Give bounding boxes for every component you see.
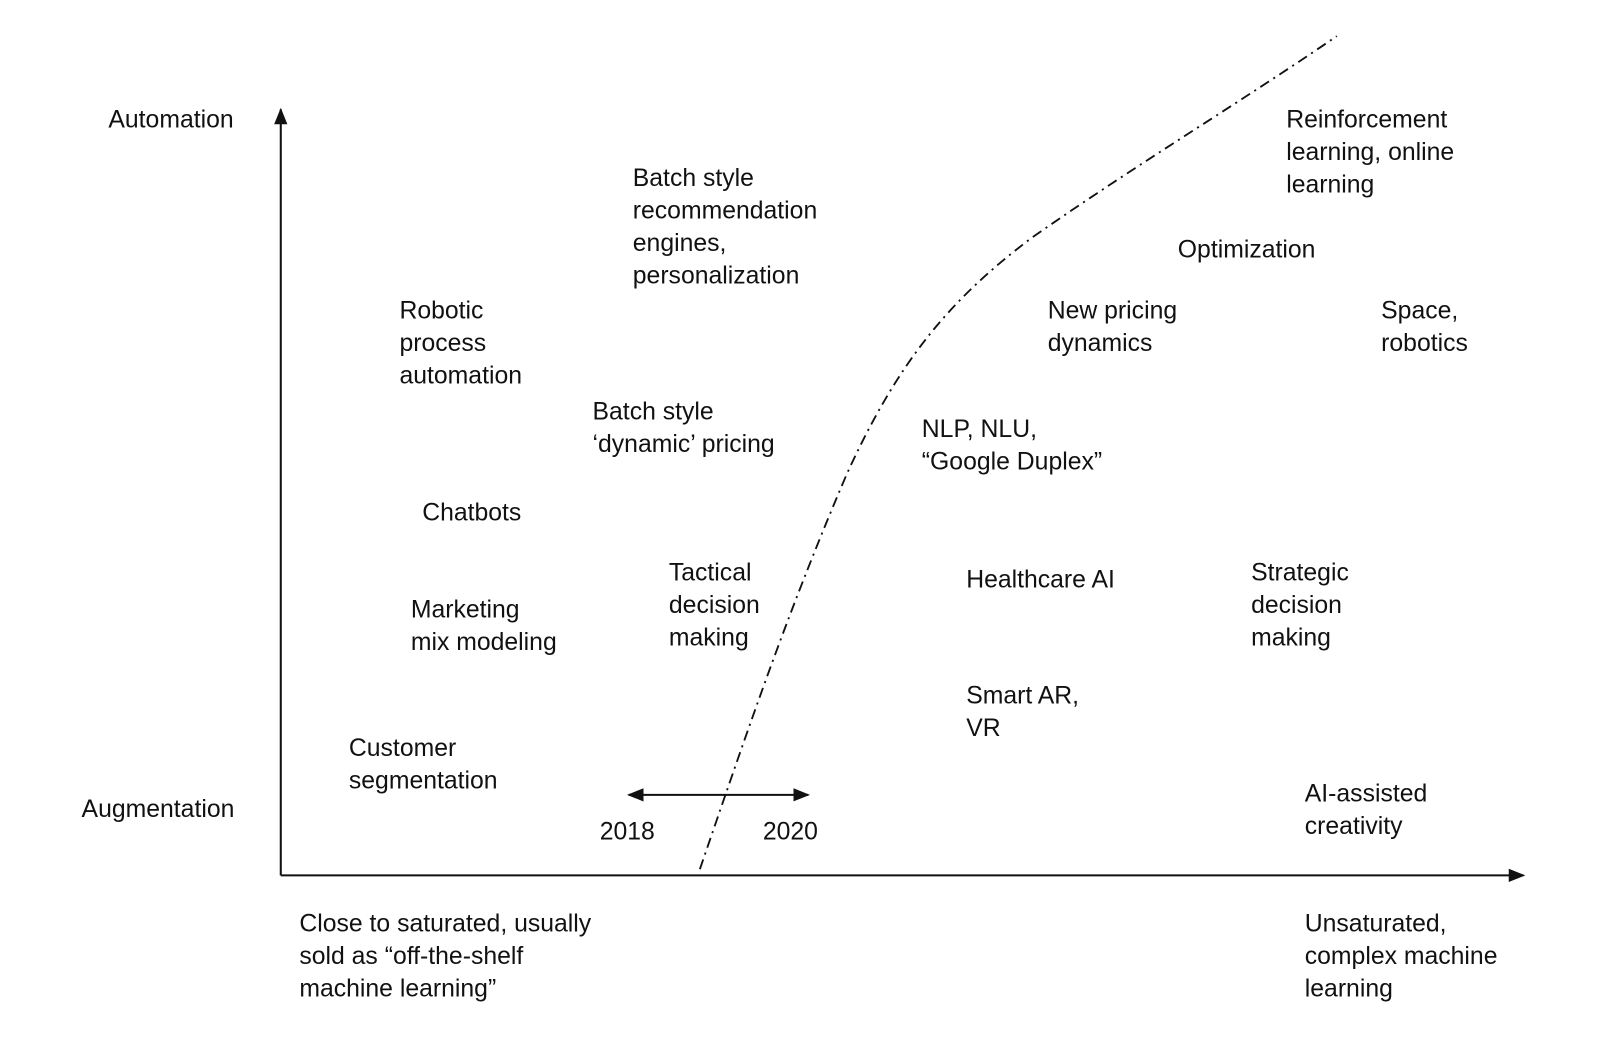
item-label: decision: [669, 592, 760, 619]
y-top-label: Automation: [108, 106, 233, 133]
item-label: recommendation: [633, 198, 817, 225]
item-label: Optimization: [1178, 236, 1316, 263]
item-label: mix modeling: [411, 629, 557, 656]
x-left-label: machine learning”: [299, 975, 496, 1002]
item-label: decision: [1251, 592, 1342, 619]
item-label: New pricing: [1048, 297, 1177, 324]
item-label: creativity: [1305, 813, 1403, 840]
item-label: making: [1251, 625, 1331, 652]
item-label: Tactical: [669, 559, 752, 586]
item-label: engines,: [633, 230, 727, 257]
x-right-label: complex machine: [1305, 943, 1498, 970]
item-label: Batch style: [633, 165, 754, 192]
x-right-label: learning: [1305, 975, 1393, 1002]
item-label: Space,: [1381, 297, 1458, 324]
x-left-label: Close to saturated, usually: [299, 910, 591, 937]
timeline-end: 2020: [763, 819, 818, 846]
frontier-curve: [698, 35, 1338, 870]
item-label: process: [399, 330, 486, 357]
y-bottom-label: Augmentation: [82, 796, 235, 823]
item-label: Strategic: [1251, 559, 1349, 586]
item-label: learning: [1286, 171, 1374, 198]
x-left-label: sold as “off-the-shelf: [299, 943, 523, 970]
item-label: Robotic: [399, 297, 483, 324]
item-label: learning, online: [1286, 139, 1454, 166]
item-label: “Google Duplex”: [922, 449, 1102, 476]
item-label: Reinforcement: [1286, 106, 1447, 133]
item-label: automation: [399, 362, 522, 389]
item-label: VR: [966, 715, 1000, 742]
item-label: robotics: [1381, 330, 1468, 357]
item-label: AI-assisted: [1305, 780, 1428, 807]
timeline-start: 2018: [600, 819, 655, 846]
item-label: segmentation: [349, 767, 498, 794]
x-right-label: Unsaturated,: [1305, 910, 1447, 937]
item-label: Chatbots: [422, 500, 521, 527]
item-label: dynamics: [1048, 330, 1153, 357]
item-label: Smart AR,: [966, 682, 1079, 709]
item-label: personalization: [633, 263, 800, 290]
item-label: Healthcare AI: [966, 567, 1115, 594]
item-label: NLP, NLU,: [922, 416, 1037, 443]
item-label: making: [669, 625, 749, 652]
item-label: ‘dynamic’ pricing: [593, 431, 775, 458]
item-label: Batch style: [593, 398, 714, 425]
item-label: Marketing: [411, 597, 520, 624]
item-label: Customer: [349, 735, 456, 762]
